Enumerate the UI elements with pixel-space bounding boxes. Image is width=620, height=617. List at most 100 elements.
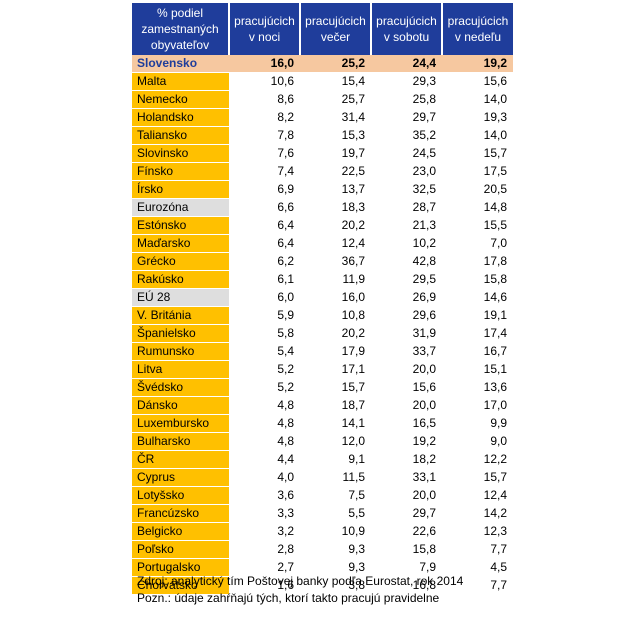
value-cell: 4,4 — [229, 450, 300, 469]
value-cell: 11,9 — [300, 270, 371, 289]
value-cell: 5,9 — [229, 306, 300, 325]
country-cell: Nemecko — [132, 90, 229, 109]
value-cell: 15,1 — [442, 360, 513, 379]
value-cell: 9,0 — [442, 432, 513, 451]
column-header: pracujúcich večer — [300, 3, 372, 55]
value-cell: 24,4 — [371, 55, 442, 73]
value-cell: 7,8 — [229, 126, 300, 145]
table-row: Rakúsko 6,1 11,9 29,5 15,8 — [132, 270, 513, 289]
table-row: Cyprus 4,0 11,5 33,1 15,7 — [132, 468, 513, 487]
value-cell: 19,2 — [371, 432, 442, 451]
value-cell: 22,5 — [300, 162, 371, 181]
country-cell: Fínsko — [132, 162, 229, 181]
value-cell: 10,8 — [300, 306, 371, 325]
remark-note: Pozn.: údaje zahŕňajú tých, ktorí takto … — [137, 591, 440, 605]
value-cell: 3,6 — [229, 486, 300, 505]
value-cell: 3,2 — [229, 522, 300, 541]
country-cell: Rumunsko — [132, 342, 229, 361]
value-cell: 16,5 — [371, 414, 442, 433]
value-cell: 20,0 — [371, 486, 442, 505]
table-notes: Zdroj: analytický tím Poštovej banky pod… — [137, 573, 463, 607]
country-cell: Litva — [132, 360, 229, 379]
value-cell: 12,4 — [300, 234, 371, 253]
value-cell: 15,7 — [300, 378, 371, 397]
value-cell: 7,7 — [442, 576, 513, 595]
country-cell: Grécko — [132, 252, 229, 271]
value-cell: 25,2 — [300, 55, 371, 73]
source-note: Zdroj: analytický tím Poštovej banky pod… — [137, 574, 464, 588]
value-cell: 13,7 — [300, 180, 371, 199]
value-cell: 19,1 — [442, 306, 513, 325]
value-cell: 23,0 — [371, 162, 442, 181]
value-cell: 19,7 — [300, 144, 371, 163]
value-cell: 18,2 — [371, 450, 442, 469]
table-row: Lotyšsko 3,6 7,5 20,0 12,4 — [132, 486, 513, 505]
value-cell: 7,6 — [229, 144, 300, 163]
value-cell: 15,4 — [300, 72, 371, 91]
value-cell: 21,3 — [371, 216, 442, 235]
value-cell: 15,8 — [442, 270, 513, 289]
table-row: Malta 10,6 15,4 29,3 15,6 — [132, 72, 513, 91]
country-cell: V. Británia — [132, 306, 229, 325]
value-cell: 5,2 — [229, 378, 300, 397]
value-cell: 31,9 — [371, 324, 442, 343]
value-cell: 14,1 — [300, 414, 371, 433]
table-row: Írsko 6,9 13,7 32,5 20,5 — [132, 180, 513, 199]
country-cell: Rakúsko — [132, 270, 229, 289]
country-cell: Malta — [132, 72, 229, 91]
table-row: Eurozóna 6,6 18,3 28,7 14,8 — [132, 198, 513, 217]
column-header: % podiel zamestnaných obyvateľov — [132, 3, 230, 55]
value-cell: 4,0 — [229, 468, 300, 487]
value-cell: 7,4 — [229, 162, 300, 181]
value-cell: 17,4 — [442, 324, 513, 343]
value-cell: 36,7 — [300, 252, 371, 271]
table-row: Maďarsko 6,4 12,4 10,2 7,0 — [132, 234, 513, 253]
column-header: pracujúcich v nedeľu — [442, 3, 513, 55]
country-cell: Eurozóna — [132, 198, 229, 217]
value-cell: 20,2 — [300, 324, 371, 343]
value-cell: 4,8 — [229, 414, 300, 433]
country-cell: Švédsko — [132, 378, 229, 397]
value-cell: 17,8 — [442, 252, 513, 271]
value-cell: 19,2 — [442, 55, 513, 73]
value-cell: 10,2 — [371, 234, 442, 253]
value-cell: 15,6 — [442, 72, 513, 91]
value-cell: 5,4 — [229, 342, 300, 361]
table-row: Holandsko 8,2 31,4 29,7 19,3 — [132, 108, 513, 127]
value-cell: 2,8 — [229, 540, 300, 559]
value-cell: 17,9 — [300, 342, 371, 361]
country-cell: Slovinsko — [132, 144, 229, 163]
value-cell: 20,2 — [300, 216, 371, 235]
table-row: Belgicko 3,2 10,9 22,6 12,3 — [132, 522, 513, 541]
value-cell: 5,2 — [229, 360, 300, 379]
value-cell: 10,6 — [229, 72, 300, 91]
value-cell: 15,5 — [442, 216, 513, 235]
value-cell: 28,7 — [371, 198, 442, 217]
value-cell: 14,0 — [442, 126, 513, 145]
value-cell: 14,0 — [442, 90, 513, 109]
value-cell: 3,3 — [229, 504, 300, 523]
value-cell: 24,5 — [371, 144, 442, 163]
column-header: pracujúcich v sobotu — [371, 3, 443, 55]
table-row: V. Británia 5,9 10,8 29,6 19,1 — [132, 306, 513, 325]
value-cell: 29,7 — [371, 108, 442, 127]
table-row: Španielsko 5,8 20,2 31,9 17,4 — [132, 324, 513, 343]
table-row: Fínsko 7,4 22,5 23,0 17,5 — [132, 162, 513, 181]
value-cell: 14,2 — [442, 504, 513, 523]
value-cell: 6,4 — [229, 216, 300, 235]
value-cell: 16,0 — [229, 55, 300, 73]
country-cell: Slovensko — [132, 55, 229, 73]
value-cell: 12,3 — [442, 522, 513, 541]
value-cell: 15,6 — [371, 378, 442, 397]
value-cell: 25,7 — [300, 90, 371, 109]
table-row: EÚ 28 6,0 16,0 26,9 14,6 — [132, 288, 513, 307]
value-cell: 14,8 — [442, 198, 513, 217]
table-row: Grécko 6,2 36,7 42,8 17,8 — [132, 252, 513, 271]
value-cell: 17,5 — [442, 162, 513, 181]
country-cell: Belgicko — [132, 522, 229, 541]
country-cell: Cyprus — [132, 468, 229, 487]
country-cell: Írsko — [132, 180, 229, 199]
table-row: Taliansko 7,8 15,3 35,2 14,0 — [132, 126, 513, 145]
value-cell: 33,1 — [371, 468, 442, 487]
header-row: % podiel zamestnaných obyvateľov pracujú… — [132, 3, 513, 55]
